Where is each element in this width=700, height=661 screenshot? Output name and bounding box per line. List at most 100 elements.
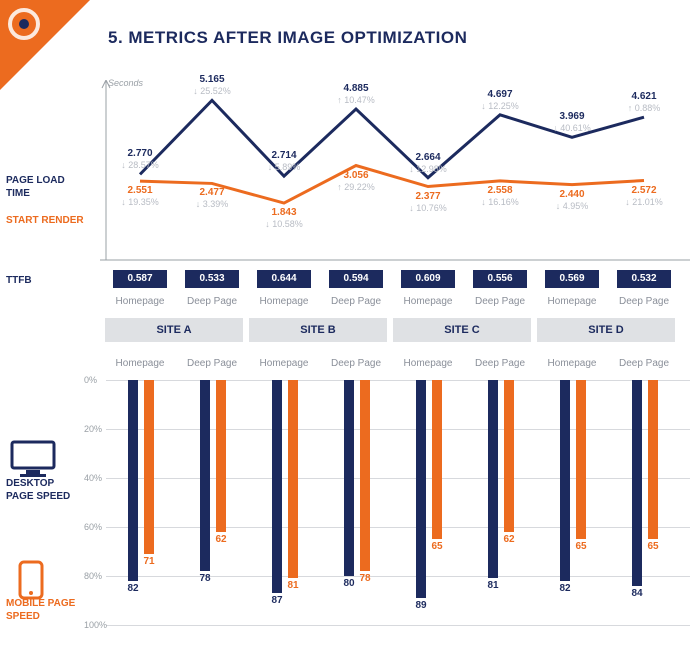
start-render-value: 2.572 (614, 185, 674, 196)
mobile-bar-label: 62 (209, 534, 233, 545)
gridline: 20% (106, 429, 690, 430)
start-render-value: 2.440 (542, 189, 602, 200)
desktop-icon (10, 440, 56, 483)
y-tick-label: 0% (84, 375, 97, 385)
ttfb-value: 0.556 (473, 270, 527, 288)
site-band: SITE B (249, 318, 387, 342)
gridline: 60% (106, 527, 690, 528)
line-chart (90, 80, 690, 280)
desktop-bar-label: 82 (121, 583, 145, 594)
page-load-value: 2.770 (110, 148, 170, 159)
ttfb-value: 0.644 (257, 270, 311, 288)
column-label: Homepage (537, 296, 607, 307)
mobile-bar (144, 380, 154, 554)
y-tick-label: 60% (84, 522, 102, 532)
column-label: Homepage (249, 358, 319, 369)
desktop-bar (272, 380, 282, 593)
site-band: SITE C (393, 318, 531, 342)
column-label: Homepage (393, 358, 463, 369)
page-load-value: 4.885 (326, 83, 386, 94)
start-render-value: 2.558 (470, 185, 530, 196)
mobile-bar-label: 71 (137, 556, 161, 567)
mobile-bar (432, 380, 442, 539)
ttfb-value: 0.533 (185, 270, 239, 288)
column-label: Homepage (393, 296, 463, 307)
mobile-bar-label: 65 (569, 541, 593, 552)
desktop-bar-label: 87 (265, 595, 289, 606)
mobile-bar (216, 380, 226, 532)
site-band: SITE A (105, 318, 243, 342)
column-label: Deep Page (465, 358, 535, 369)
start-render-pct: ↓ 10.76% (398, 203, 458, 213)
column-label: Homepage (105, 296, 175, 307)
page-load-pct: ↓ 12.25% (470, 101, 530, 111)
column-label: Deep Page (177, 358, 247, 369)
y-tick-label: 100% (84, 620, 107, 630)
start-render-pct: ↓ 21.01% (614, 197, 674, 207)
start-render-value: 3.056 (326, 170, 386, 181)
mobile-bar-label: 78 (353, 573, 377, 584)
start-render-pct: ↓ 10.58% (254, 219, 314, 229)
start-render-pct: ↓ 3.39% (182, 199, 242, 209)
mobile-bar-label: 62 (497, 534, 521, 545)
page-load-value: 4.621 (614, 91, 674, 102)
desktop-bar (632, 380, 642, 586)
page-load-value: 5.165 (182, 74, 242, 85)
start-render-value: 2.377 (398, 191, 458, 202)
column-label: Deep Page (609, 296, 679, 307)
page-load-pct: ↓ 5.89% (254, 162, 314, 172)
series-label-mobile: MOBILE PAGE SPEED (6, 598, 78, 623)
ttfb-value: 0.587 (113, 270, 167, 288)
page-load-value: 2.714 (254, 150, 314, 161)
desktop-bar (488, 380, 498, 578)
series-label-page-load: PAGE LOAD TIME (6, 175, 88, 200)
ttfb-value: 0.569 (545, 270, 599, 288)
column-label: Deep Page (177, 296, 247, 307)
column-label: Deep Page (609, 358, 679, 369)
page-load-pct: ↓ 40.61% (542, 123, 602, 133)
mobile-bar-label: 65 (641, 541, 665, 552)
start-render-value: 1.843 (254, 207, 314, 218)
mobile-bar-label: 65 (425, 541, 449, 552)
start-render-pct: ↑ 29.22% (326, 182, 386, 192)
column-label: Homepage (537, 358, 607, 369)
site-band: SITE D (537, 318, 675, 342)
gridline: 100% (106, 625, 690, 626)
page-load-pct: ↑ 0.88% (614, 103, 674, 113)
mobile-bar (504, 380, 514, 532)
column-label: Deep Page (321, 358, 391, 369)
page-load-pct: ↓ 12.98% (398, 164, 458, 174)
page-title: 5. METRICS AFTER IMAGE OPTIMIZATION (108, 28, 467, 48)
logo-icon (6, 6, 42, 42)
mobile-bar (576, 380, 586, 539)
mobile-bar (648, 380, 658, 539)
y-tick-label: 40% (84, 473, 102, 483)
column-label: Homepage (249, 296, 319, 307)
ttfb-value: 0.532 (617, 270, 671, 288)
column-label: Deep Page (465, 296, 535, 307)
desktop-bar-label: 78 (193, 573, 217, 584)
page-load-value: 3.969 (542, 111, 602, 122)
column-label: Deep Page (321, 296, 391, 307)
gridline: 40% (106, 478, 690, 479)
column-label: Homepage (105, 358, 175, 369)
desktop-bar (128, 380, 138, 581)
desktop-bar-label: 89 (409, 600, 433, 611)
bar-chart: 0%20%40%60%80%100%8271786287818078896581… (90, 380, 690, 645)
start-render-pct: ↓ 16.16% (470, 197, 530, 207)
page-load-pct: ↓ 25.52% (182, 86, 242, 96)
start-render-value: 2.551 (110, 185, 170, 196)
y-tick-label: 80% (84, 571, 102, 581)
series-label-ttfb: TTFB (6, 275, 88, 288)
desktop-bar-label: 81 (481, 580, 505, 591)
desktop-bar-label: 82 (553, 583, 577, 594)
y-tick-label: 20% (84, 424, 102, 434)
start-render-pct: ↓ 19.35% (110, 197, 170, 207)
series-label-start-render: START RENDER (6, 215, 88, 228)
desktop-bar (344, 380, 354, 576)
ttfb-value: 0.594 (329, 270, 383, 288)
page-load-value: 4.697 (470, 89, 530, 100)
desktop-bar (416, 380, 426, 598)
start-render-pct: ↓ 4.95% (542, 201, 602, 211)
desktop-bar-label: 84 (625, 588, 649, 599)
